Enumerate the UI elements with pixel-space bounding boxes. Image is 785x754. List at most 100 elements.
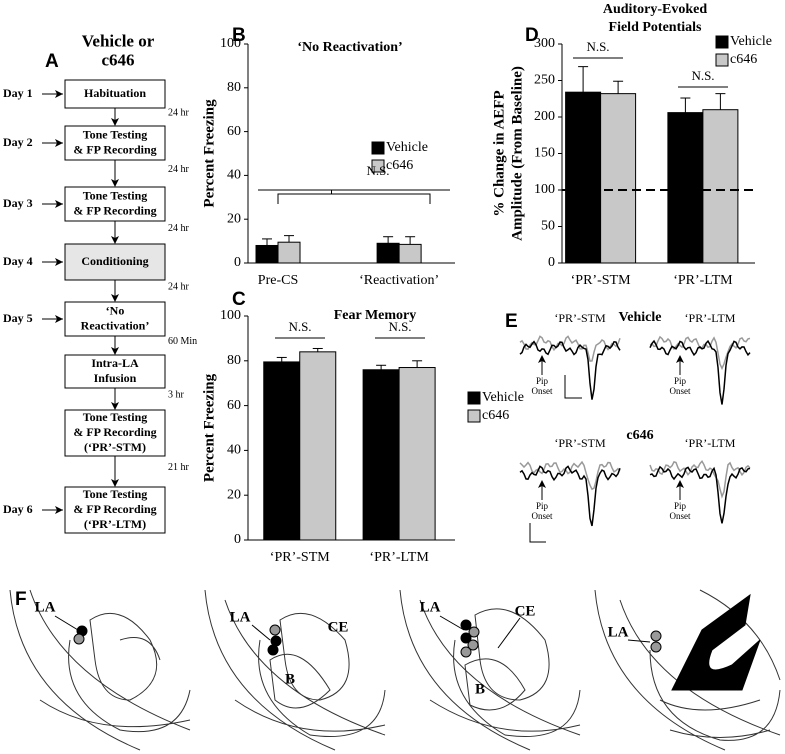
arrowhead [55, 506, 63, 514]
arrowhead [111, 118, 119, 126]
panel-label: B [232, 25, 246, 46]
flow-box [64, 354, 166, 389]
arrowhead [676, 480, 684, 488]
flow-step: (‘PR’-STM) [84, 440, 146, 454]
trace-vehicle [519, 340, 621, 400]
y-tick-label: 50 [541, 219, 555, 234]
y-tick-label: 20 [227, 487, 241, 502]
y-tick-label: 60 [227, 124, 241, 139]
x-tick-label: ‘PR’-STM [571, 273, 631, 288]
x-tick-label: ‘PR’-LTM [369, 550, 429, 565]
panel-label: C [232, 289, 246, 310]
y-tick-label: 0 [234, 532, 241, 547]
section-2 [204, 589, 386, 751]
x-tick-label: Pre-CS [258, 273, 298, 288]
onset-label: Onset [532, 386, 553, 396]
x-tick-label: ‘Reactivation’ [359, 273, 439, 288]
flow-step: ‘No [106, 303, 125, 317]
section-3 [399, 589, 581, 751]
y-tick-label: 80 [227, 80, 241, 95]
flow-box [64, 186, 166, 222]
anatomy-label: LA [230, 609, 251, 625]
trace-condition: ‘PR’-STM [554, 311, 606, 325]
interval: 24 hr [168, 164, 190, 175]
section-1 [9, 589, 191, 751]
flow-box [64, 243, 166, 281]
y-label-group: % Change in AEFP Amplitude (From Baseline… [491, 66, 525, 241]
arrowhead [111, 402, 119, 410]
day-label: Day 5 [3, 311, 33, 325]
flow-step: & FP Recording [73, 502, 156, 516]
trace-condition: ‘PR’-STM [554, 436, 606, 450]
legend-label: Vehicle [482, 390, 524, 405]
flow-step: & FP Recording [73, 203, 156, 217]
arrowhead [55, 200, 63, 208]
y-tick-label: 20 [227, 211, 241, 226]
chart-title: Field Potentials [609, 20, 702, 35]
legend-swatch [371, 141, 385, 155]
annotation: N.S. [288, 319, 311, 334]
bar [702, 109, 739, 264]
anatomy-label: CE [328, 619, 349, 635]
bar [398, 367, 436, 541]
annotation: N.S. [586, 39, 609, 54]
placements [73, 619, 662, 658]
arrowhead [111, 236, 119, 244]
y-tick-label: 100 [220, 308, 241, 323]
interval: 3 hr [168, 389, 185, 400]
y-label-group: Percent Freezing [201, 99, 217, 208]
arrowhead [111, 294, 119, 302]
bar [255, 244, 279, 264]
flow-step: Conditioning [81, 254, 148, 268]
chart-title: Auditory-Evoked [603, 2, 707, 17]
anatomy-label: B [285, 671, 295, 687]
bar [600, 93, 637, 264]
anatomy-label: B [475, 681, 485, 697]
section-4 [594, 589, 781, 751]
panel-label: E [505, 311, 518, 332]
arrowhead [538, 480, 546, 488]
legend-swatch [715, 53, 729, 67]
y-label: Amplitude (From Baseline) [509, 66, 525, 241]
y-tick-label: 250 [534, 73, 555, 88]
y-tick-label: 100 [534, 182, 555, 197]
bar [299, 351, 337, 541]
legend-swatch [371, 159, 385, 173]
legend-swatch [467, 409, 481, 423]
bar [277, 241, 301, 264]
y-tick-label: 60 [227, 398, 241, 413]
bar [565, 91, 602, 264]
flow-box [64, 125, 166, 161]
flow-step: Tone Testing [83, 487, 148, 501]
onset-label: Onset [670, 386, 691, 396]
panel-label: A [45, 51, 59, 72]
trace-group: c646 [626, 428, 653, 443]
day-label: Day 4 [3, 254, 33, 268]
arrowhead [55, 258, 63, 266]
onset-label: Pip [674, 376, 687, 386]
trace-c646 [519, 460, 621, 491]
lesion-region [671, 593, 761, 691]
y-tick-label: 0 [548, 255, 555, 270]
arrowhead [55, 315, 63, 323]
anatomy-label: LA [420, 599, 441, 615]
legend-label: Vehicle [730, 34, 772, 49]
y-tick-label: 300 [534, 36, 555, 51]
trace-c646 [649, 335, 751, 371]
arrowhead [55, 90, 63, 98]
interval: 24 hr [168, 223, 190, 234]
bar [376, 242, 400, 264]
y-label: % Change in AEFP [491, 90, 507, 216]
flow-step: & FP Recording [73, 425, 156, 439]
trace-c646 [649, 460, 751, 499]
bar [362, 369, 400, 541]
trace-vehicle [649, 339, 751, 405]
panel-label: D [525, 25, 539, 46]
interval: 24 hr [168, 107, 190, 118]
interval: 60 Min [168, 336, 197, 347]
day-label: Day 6 [3, 502, 33, 516]
arrowhead [111, 179, 119, 187]
flow-step: Reactivation’ [81, 318, 150, 332]
flow-step: Infusion [94, 371, 137, 385]
y-label: Percent Freezing [201, 373, 217, 482]
